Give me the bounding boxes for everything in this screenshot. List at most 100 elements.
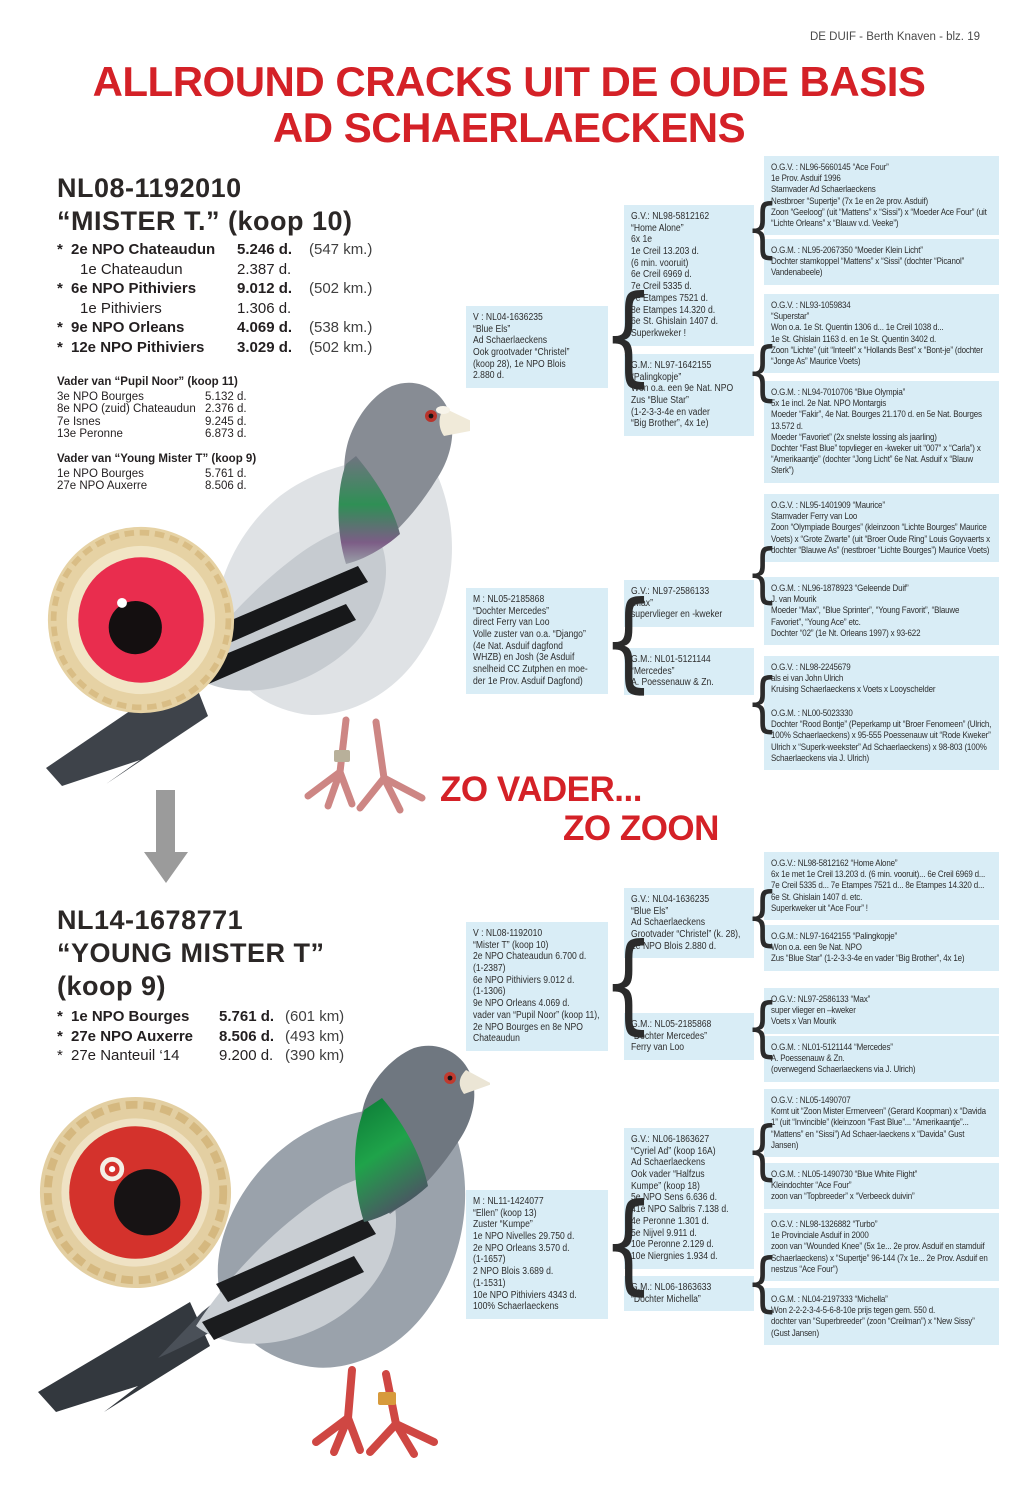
pigeon1-cere <box>436 406 450 414</box>
bird2-name: “YOUNG MISTER T” <box>57 938 325 968</box>
slogan-line2: ZO ZOON <box>563 809 719 848</box>
pigeon-photo-1 <box>46 382 470 814</box>
pedigree2-ggparent-box-4: O.G.M. : NL01-5121144 “Mercedes” A. Poes… <box>764 1036 999 1082</box>
pigeon1-neck-iridescence <box>338 456 400 564</box>
eye1-pupil <box>108 601 162 655</box>
pigeon2-beak <box>459 1070 490 1094</box>
pedigree-brace: { <box>746 192 779 266</box>
pedigree2-m-grandmother-box: G.M.: NL06-1863633 “Dochter Michella” <box>624 1276 754 1312</box>
father-block-row: 3e NPO Bourges 5.132 d. <box>57 390 247 403</box>
father-block-heading: Vader van “Pupil Noor” (koop 11) <box>57 376 238 388</box>
pedigree-brace: { <box>746 991 779 1065</box>
father-block-row: 7e Isnes 9.245 d. <box>57 415 247 428</box>
result-row: 1e Pithiviers 1.306 d. <box>80 299 292 317</box>
pedigree1-m-grandmother-box: G.M.: NL01-5121144 “Mercedes” A. Poessen… <box>624 648 754 696</box>
pedigree1-ggparent-box-5: O.G.V. : NL95-1401909 “Maurice” Stamvade… <box>764 494 999 563</box>
bird1-ring-number: NL08-1192010 <box>57 173 242 203</box>
bird1-father-of-block-2: Vader van “Young Mister T” (koop 9) 1e N… <box>57 453 327 493</box>
page-title-line1: ALLROUND CRACKS UIT DE OUDE BASIS <box>92 58 926 105</box>
page-meta: DE DUIF - Berth Knaven - blz. 19 <box>809 31 980 43</box>
pedigree-brace: { <box>602 579 655 704</box>
pedigree-brace: { <box>746 666 779 740</box>
pedigree1-ggparent-box-6: O.G.M. : NL96-1878923 “Geleende Duif” J.… <box>764 577 999 646</box>
pedigree2-ggparent-box-8: O.G.M. : NL04-2197333 “Michella” Won 2-2… <box>764 1288 999 1345</box>
pedigree2-grandmother-box: G.M.: NL05-2185868 “Dochter Mercedes” Fe… <box>624 1013 754 1061</box>
result-row: 1e Chateaudun 2.387 d. <box>80 260 292 278</box>
father-block-row: 1e NPO Bourges 5.761 d. <box>57 467 247 480</box>
pedigree-brace: { <box>746 335 779 409</box>
pigeon1-wing-bar-1 <box>208 566 368 648</box>
bird2-results: * 1e NPO Bourges 5.761 d. (601 km) * 27e NPO… <box>57 1008 397 1067</box>
pedigree1-mother-box: M : NL05-2185868 “Dochter Mercedes” dire… <box>466 588 608 694</box>
pigeon-photo-2 <box>38 1045 490 1458</box>
result-row: * 27e NPO Auxerre 8.506 d. (493 km) <box>57 1027 345 1045</box>
pedigree2-ggparent-box-3: O.G.V.: NL97-2586133 “Max” super vlieger… <box>764 988 999 1034</box>
pigeon1-legs <box>304 716 426 814</box>
pedigree1-ggparent-box-8: O.G.M. : NL00-5023330 Dochter “Rood Bont… <box>764 702 999 771</box>
result-row: * 2e NPO Chateaudun 5.246 d. (547 km.) <box>57 241 373 258</box>
pedigree1-ggparent-box-3: O.G.V. : NL93-1059834 “Superstar” Won o.… <box>764 294 999 374</box>
pigeon1-pupil <box>428 413 434 419</box>
pedigree1-ggparent-box-2: O.G.M. : NL95-2067350 “Moeder Klein Lich… <box>764 239 999 285</box>
result-row: * 12e NPO Pithiviers 3.029 d. (502 km.) <box>57 338 373 356</box>
pigeon2-wing-bar-2 <box>202 1256 364 1340</box>
eye2-ring-texture <box>43 1100 228 1285</box>
pedigree-brace: { <box>602 273 655 398</box>
father-block-row: 13e Peronne 6.873 d. <box>57 428 247 441</box>
pedigree-brace: { <box>746 880 779 954</box>
father-block-row: 8e NPO (zuid) Chateaudun 2.376 d. <box>57 403 247 416</box>
bird1-father-of-block-1: Vader van “Pupil Noor” (koop 11) 3e NPO … <box>57 376 327 441</box>
bird1-name: “MISTER T.” (koop 10) <box>57 206 353 236</box>
eye2-highlight-ring <box>100 1157 125 1182</box>
pedigree-brace: { <box>746 1114 779 1188</box>
result-row: * 9e NPO Orleans 4.069 d. (538 km.) <box>57 319 373 336</box>
pigeon1-wing-bar-2 <box>192 604 356 686</box>
pedigree2-ggparent-box-2: O.G.M.: NL97-1642155 “Palingkopje” Won o… <box>764 925 999 971</box>
pigeon2-neck-iridescence <box>355 1098 428 1222</box>
pigeon2-legs <box>312 1366 438 1458</box>
pedigree2-ggparent-box-6: O.G.M. : NL05-1490730 “Blue White Flight… <box>764 1163 999 1209</box>
eye1-highlight <box>117 597 127 608</box>
pigeon2-leg-ring <box>378 1392 396 1405</box>
pigeon1-beak <box>439 408 470 436</box>
eye-closeup-1 <box>47 526 235 714</box>
pedigree1-father-box: V : NL04-1636235 “Blue Els” Ad Schaerlae… <box>466 306 608 389</box>
slogan-line1: ZO VADER... <box>440 770 642 809</box>
pedigree2-ggparent-box-7: O.G.V. : NL98-1326882 “Turbo” 1e Provinc… <box>764 1213 999 1282</box>
pigeon2-wing-bar-1 <box>216 1218 376 1302</box>
result-row: * 1e NPO Bourges 5.761 d. (601 km) <box>57 1008 345 1025</box>
down-arrow-head <box>144 852 188 883</box>
bird1-results: * 2e NPO Chateaudun 5.246 d. (547 km.) 1e C… <box>57 241 397 358</box>
pigeon1-leg-ring <box>334 750 350 762</box>
pedigree1-ggparent-box-7: O.G.V. : NL98-2245679 als ei van John Ul… <box>764 656 999 702</box>
father-block-row: 27e NPO Auxerre 8.506 d. <box>57 480 247 493</box>
page-title-line2: AD SCHAERLAECKENS <box>272 104 746 151</box>
pedigree2-ggparent-box-5: O.G.V. : NL05-1490707 Komt uit “Zoon Mis… <box>764 1089 999 1158</box>
bird2-ring-number: NL14-1678771 <box>57 905 244 935</box>
eye2-highlight-dot <box>108 1165 116 1173</box>
pedigree1-ggparent-box-1: O.G.V. : NL96-5660145 “Ace Four” 1e Prov… <box>764 156 999 236</box>
pedigree1-grandmother-box: G.M.: NL97-1642155 “Palingkopje” Won o.a… <box>624 354 754 437</box>
pedigree-brace: { <box>602 1181 655 1306</box>
pedigree1-ggparent-box-4: O.G.M. : NL94-7010706 “Blue Olympia” 5x … <box>764 381 999 483</box>
pigeon2-pupil <box>447 1075 453 1081</box>
down-arrow-icon <box>156 790 175 853</box>
eye1-ring-texture <box>50 529 232 711</box>
result-row: * 6e NPO Pithiviers 9.012 d. (502 km.) <box>57 280 373 297</box>
pigeon2-tail <box>38 1302 210 1412</box>
pedigree2-ggparent-box-1: O.G.V.: NL98-5812162 “Home Alone” 6x 1e … <box>764 852 999 921</box>
pedigree-brace: { <box>602 921 655 1046</box>
pedigree2-grandfather-box: G.V.: NL04-1636235 “Blue Els” Ad Schaerl… <box>624 888 754 959</box>
pedigree1-grandfather-box: G.V.: NL98-5812162 “Home Alone” 6x 1e 1e… <box>624 205 754 346</box>
result-row: * 27e Nanteuil ‘14 9.200 d. (390 km) <box>57 1047 345 1064</box>
pedigree-brace: { <box>746 537 779 611</box>
father-block-heading: Vader van “Young Mister T” (koop 9) <box>57 453 257 465</box>
eye2-pupil <box>114 1169 181 1236</box>
pedigree2-m-grandfather-box: G.V.: NL06-1863627 “Cyriel Ad” (koop 16A… <box>624 1128 754 1269</box>
pedigree1-m-grandfather-box: G.V.: NL97-2586133 “Max” supervlieger en… <box>624 580 754 628</box>
pedigree-brace: { <box>746 1246 779 1320</box>
pedigree2-mother-box: M : NL11-1424077 “Ellen” (koop 13) Zuste… <box>466 1190 608 1319</box>
pedigree2-father-box: V : NL08-1192010 “Mister T” (koop 10) 2e… <box>466 922 608 1051</box>
eye-closeup-2 <box>39 1096 232 1289</box>
